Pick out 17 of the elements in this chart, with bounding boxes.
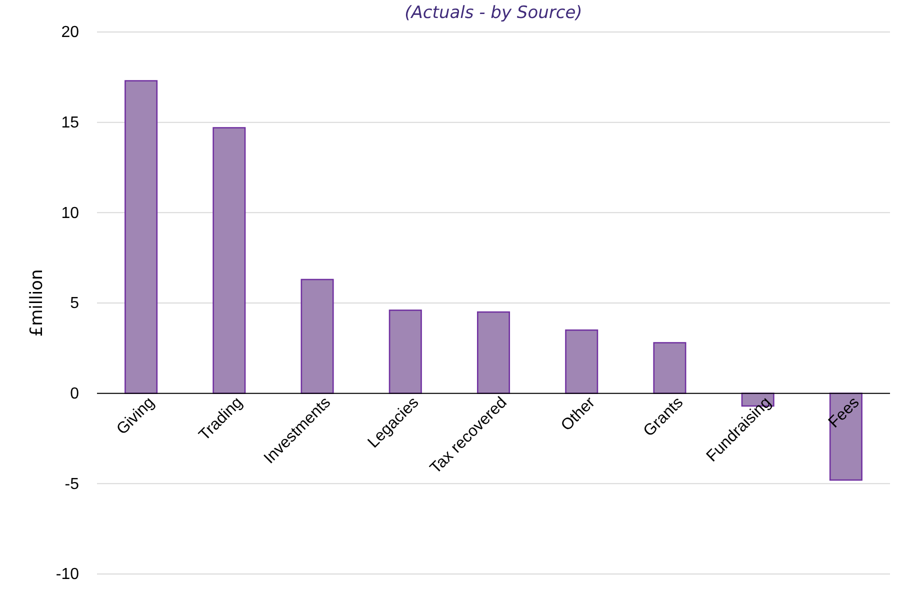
y-axis-title: £million: [27, 269, 47, 337]
bar: [212, 127, 246, 394]
bar: [388, 310, 422, 394]
y-tick-label: -5: [64, 476, 80, 493]
bar: [300, 278, 334, 394]
bar: [829, 392, 862, 481]
bar: [653, 342, 686, 394]
y-tick-label: 20: [61, 24, 80, 42]
bar: [124, 80, 158, 394]
y-tick-label: 15: [61, 114, 80, 132]
bar: [476, 311, 510, 394]
chart-subtitle: (Actuals - by Source): [404, 3, 582, 23]
y-tick-label: 10: [61, 204, 80, 222]
y-tick-label: 0: [70, 385, 80, 402]
y-tick-label: -10: [56, 566, 80, 584]
bar: [565, 329, 598, 394]
y-tick-label: 5: [70, 295, 80, 312]
